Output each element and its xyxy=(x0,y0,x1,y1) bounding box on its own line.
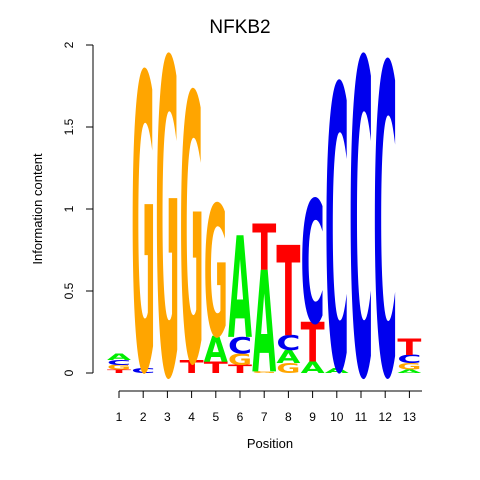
logo-letter-T-pos-7: T xyxy=(252,212,276,285)
logo-letter-A-pos-5: A xyxy=(204,328,228,370)
logo-letter-C-pos-11: C xyxy=(349,0,373,476)
logo-letter-G-pos-8: G xyxy=(276,361,300,377)
logo-letter-C-pos-8: C xyxy=(276,332,300,355)
logo-letter-T-pos-9: T xyxy=(301,313,325,375)
y-tick-label: 2 xyxy=(62,41,76,48)
logo-letter-G-pos-5: G xyxy=(204,168,228,378)
logo-letter-T-pos-8: T xyxy=(276,221,300,365)
x-tick-label: 4 xyxy=(188,410,195,424)
logo-letter-C-pos-12: C xyxy=(373,0,397,474)
chart-title: NFKB2 xyxy=(209,17,270,38)
x-tick-label: 10 xyxy=(330,410,344,424)
logo-letter-C-pos-10: C xyxy=(325,8,349,461)
x-tick-label: 12 xyxy=(379,410,393,424)
logo-letter-G-pos-3: G xyxy=(155,0,179,476)
logo-letter-G-pos-13: G xyxy=(397,361,421,372)
logo-letter-A-pos-13: A xyxy=(397,369,421,374)
y-tick-label: 1 xyxy=(62,205,76,212)
y-tick-label: 0.5 xyxy=(62,282,76,299)
logo-letter-A-pos-9: A xyxy=(301,359,325,377)
x-tick-label: 5 xyxy=(212,410,219,424)
x-tick-label: 3 xyxy=(164,410,171,424)
y-axis-label: Information content xyxy=(30,153,45,265)
logo-letter-T-pos-5: T xyxy=(204,359,228,377)
logo-letter-G-pos-4: G xyxy=(180,20,204,447)
logo-letter-G-pos-7: G xyxy=(252,371,276,374)
x-tick-label: 6 xyxy=(237,410,244,424)
logo-letter-C-pos-13: C xyxy=(397,353,421,366)
x-tick-label: 8 xyxy=(285,410,292,424)
logo-letter-A-pos-1: A xyxy=(107,351,132,362)
logo-letter-C-pos-6: C xyxy=(228,333,252,359)
logo-letter-C-pos-1: C xyxy=(107,358,131,366)
logo-letter-G-pos-1: G xyxy=(107,363,131,371)
logo-letter-G-pos-2: G xyxy=(131,0,155,464)
y-tick-label: 1.5 xyxy=(62,118,76,135)
logo-letter-C-pos-2: C xyxy=(131,367,155,375)
logo-letter-G-pos-6: G xyxy=(228,351,252,369)
logo-letter-A-pos-8: A xyxy=(276,347,300,368)
logo-letter-T-pos-1: T xyxy=(107,369,132,374)
logo-letter-A-pos-6: A xyxy=(228,209,252,371)
x-axis-label: Position xyxy=(247,436,293,451)
logo-letter-T-pos-13: T xyxy=(397,334,421,360)
logo-letter-A-pos-7: A xyxy=(252,244,276,406)
x-tick-label: 11 xyxy=(355,410,368,424)
y-axis: 0 0.5 1 1.5 2 xyxy=(62,41,94,376)
x-tick-label: 7 xyxy=(261,410,268,424)
x-tick-label: 9 xyxy=(309,410,316,424)
x-tick-label: 2 xyxy=(140,410,147,424)
x-tick-label: 1 xyxy=(116,410,123,424)
logo-letter-T-pos-4: T xyxy=(180,357,204,378)
logo-letter-C-pos-9: C xyxy=(301,165,325,362)
x-tick-label: 13 xyxy=(403,410,417,424)
logo-letter-T-pos-6: T xyxy=(228,363,252,376)
y-tick-label: 0 xyxy=(62,369,76,376)
logo-letter-A-pos-10: A xyxy=(325,367,350,375)
x-axis: 1 2 3 4 5 6 7 8 9 10 11 12 13 xyxy=(116,390,422,424)
